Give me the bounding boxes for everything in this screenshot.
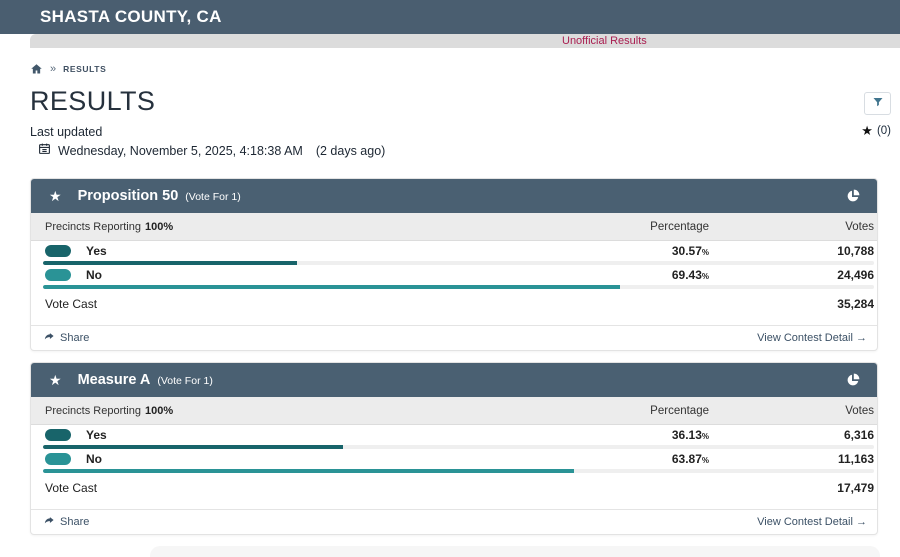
contest-header: ★ Measure A (Vote For 1) — [31, 363, 877, 397]
pie-chart-icon[interactable] — [845, 188, 861, 204]
star-icon: ★ — [861, 123, 873, 138]
share-icon — [43, 515, 55, 529]
last-updated-label: Last updated — [30, 125, 103, 139]
filter-button[interactable] — [864, 92, 891, 115]
choice-votes: 10,788 — [837, 244, 874, 258]
choice-votes: 11,163 — [837, 452, 874, 466]
choice-color-chip — [45, 453, 71, 465]
vote-cast-total: 17,479 — [837, 481, 874, 495]
home-icon[interactable] — [30, 63, 43, 75]
view-contest-detail-link[interactable]: View Contest Detail → — [757, 332, 867, 344]
choice-color-chip — [45, 429, 71, 441]
result-bar-track — [43, 285, 874, 289]
percentage-column-header: Percentage — [650, 220, 709, 233]
breadcrumb: » RESULTS — [30, 63, 106, 75]
choice-percentage: 30.57 — [671, 244, 702, 258]
choice-row-yes: Yes 30.57% 10,788 — [31, 241, 877, 265]
choice-percentage: 69.43 — [671, 268, 702, 282]
percentage-column-header: Percentage — [650, 404, 709, 417]
last-updated-row: Wednesday, November 5, 2025, 4:18:38 AM … — [38, 142, 385, 160]
choice-label: No — [86, 268, 102, 282]
vote-cast-total: 35,284 — [837, 297, 874, 311]
next-card-edge — [150, 546, 880, 557]
favorite-star-icon[interactable]: ★ — [49, 372, 62, 388]
result-bar-track — [43, 445, 874, 449]
choice-color-chip — [45, 269, 71, 281]
choice-row-no: No 69.43% 24,496 — [31, 265, 877, 289]
choice-votes: 24,496 — [837, 268, 874, 282]
unofficial-results-bar: Unofficial Results — [30, 34, 900, 48]
page-title: RESULTS — [30, 86, 156, 116]
share-button[interactable]: Share — [43, 515, 89, 529]
pie-chart-icon[interactable] — [845, 372, 861, 388]
choice-label: Yes — [86, 428, 107, 442]
vote-cast-label: Vote Cast — [45, 481, 98, 495]
share-label: Share — [60, 516, 90, 528]
choice-row-yes: Yes 36.13% 6,316 — [31, 425, 877, 449]
county-title: SHASTA COUNTY, CA — [40, 7, 222, 26]
choice-percentage: 36.13 — [671, 428, 702, 442]
vote-for-label: (Vote For 1) — [157, 374, 213, 387]
contest-card-proposition-50: ★ Proposition 50 (Vote For 1) Precincts … — [30, 178, 878, 351]
vote-for-label: (Vote For 1) — [185, 190, 241, 203]
favorite-star-icon[interactable]: ★ — [49, 188, 62, 204]
percent-symbol: % — [701, 272, 709, 281]
result-bar-track — [43, 261, 874, 265]
votes-column-header: Votes — [845, 404, 874, 417]
vote-cast-row: Vote Cast 17,479 — [31, 473, 877, 503]
precincts-reporting-value: 100% — [145, 220, 174, 233]
favorites-count: (0) — [876, 124, 891, 137]
view-contest-detail-link[interactable]: View Contest Detail → — [757, 516, 867, 528]
choice-percentage: 63.87 — [671, 452, 702, 466]
contest-footer: Share View Contest Detail → — [31, 509, 877, 534]
breadcrumb-separator: » — [50, 63, 57, 75]
breadcrumb-current: RESULTS — [63, 64, 107, 74]
result-bar-fill — [43, 285, 620, 289]
share-label: Share — [60, 332, 90, 344]
choice-label: No — [86, 452, 102, 466]
share-button[interactable]: Share — [43, 331, 89, 345]
result-bar-track — [43, 469, 874, 473]
contest-subheader: Precincts Reporting 100% Percentage Vote… — [31, 213, 877, 241]
percent-symbol: % — [701, 432, 709, 441]
contest-title: Measure A — [77, 372, 151, 388]
choice-color-chip — [45, 245, 71, 257]
contest-footer: Share View Contest Detail → — [31, 325, 877, 350]
choice-label: Yes — [86, 244, 107, 258]
app-header: SHASTA COUNTY, CA — [0, 0, 900, 34]
share-icon — [43, 331, 55, 345]
votes-column-header: Votes — [845, 220, 874, 233]
precincts-reporting-label: Precincts Reporting — [45, 404, 141, 417]
unofficial-results-label: Unofficial Results — [562, 35, 647, 47]
calendar-icon — [38, 142, 51, 160]
result-bar-fill — [43, 445, 344, 449]
result-bar-fill — [43, 469, 574, 473]
choice-votes: 6,316 — [843, 428, 874, 442]
precincts-reporting-label: Precincts Reporting — [45, 220, 141, 233]
contest-header: ★ Proposition 50 (Vote For 1) — [31, 179, 877, 213]
contest-subheader: Precincts Reporting 100% Percentage Vote… — [31, 397, 877, 425]
last-updated-ago: (2 days ago) — [315, 144, 386, 158]
last-updated-value: Wednesday, November 5, 2025, 4:18:38 AM — [58, 144, 303, 158]
vote-cast-label: Vote Cast — [45, 297, 98, 311]
favorites-counter[interactable]: ★ (0) — [861, 124, 891, 137]
percent-symbol: % — [701, 456, 709, 465]
result-bar-fill — [43, 261, 298, 265]
choice-row-no: No 63.87% 11,163 — [31, 449, 877, 473]
precincts-reporting-value: 100% — [145, 404, 174, 417]
contest-title: Proposition 50 — [77, 188, 179, 204]
percent-symbol: % — [701, 248, 709, 257]
filter-icon — [872, 95, 884, 113]
contest-card-measure-a: ★ Measure A (Vote For 1) Precincts Repor… — [30, 362, 878, 535]
vote-cast-row: Vote Cast 35,284 — [31, 289, 877, 319]
